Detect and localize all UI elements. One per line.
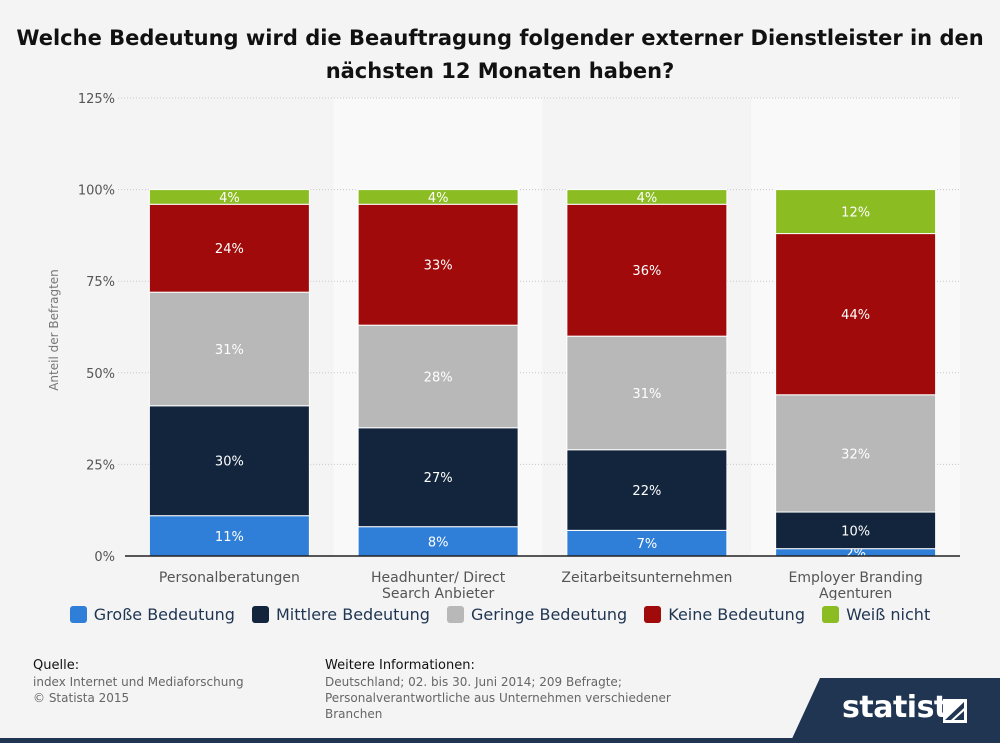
legend-item-weiss-nicht[interactable]: Weiß nicht (822, 605, 930, 624)
y-tick-label: 50% (86, 367, 115, 382)
data-label: 12% (841, 206, 870, 221)
info-heading: Weitere Informationen: (325, 658, 475, 673)
legend-swatch (822, 606, 840, 623)
bar-segment (775, 189, 937, 235)
legend-swatch (644, 606, 662, 623)
bar-segment (357, 189, 519, 205)
statista-logo-icon (943, 699, 967, 723)
data-label: 31% (215, 343, 244, 358)
data-label: 27% (424, 471, 453, 486)
bar-segment (357, 324, 519, 429)
legend-swatch (251, 606, 269, 623)
footer-source: Quelle: index Internet und Mediaforschun… (33, 658, 244, 706)
bottom-accent-line (0, 738, 1000, 743)
y-tick-label: 0% (94, 550, 115, 565)
legend-label: Weiß nicht (846, 605, 931, 624)
bar-segment (148, 189, 310, 205)
data-label: 28% (424, 370, 453, 385)
x-tick-label: Search Anbieter (382, 586, 494, 600)
data-label: 7% (637, 537, 658, 552)
legend-label: Große Bedeutung (93, 605, 235, 624)
bar-segment (566, 449, 728, 531)
data-label: 4% (637, 191, 658, 206)
bar-segment (148, 405, 310, 517)
bar-segment (566, 189, 728, 205)
footer-info: Weitere Informationen: Deutschland; 02. … (325, 658, 725, 722)
data-label: 11% (215, 530, 244, 545)
source-line: index Internet und Mediaforschung (33, 675, 244, 689)
data-label: 31% (632, 387, 661, 402)
source-heading: Quelle: (33, 658, 80, 673)
bar-segment (775, 511, 937, 550)
legend-item-geringe-bedeutung[interactable]: Geringe Bedeutung (446, 605, 628, 624)
bar-segment (566, 203, 728, 337)
stacked-bar-chart: 0% 25% 50% 75% 100% 125% Anteil der Befragten 1… (47, 92, 960, 600)
y-axis-label: Anteil der Befragten (47, 269, 61, 391)
bar-segment (357, 526, 519, 557)
info-line: Branchen (325, 707, 383, 721)
x-tick-label: Personalberatungen (159, 570, 300, 586)
bar-segment (148, 515, 310, 557)
legend-swatch (446, 606, 464, 623)
legend-swatch (69, 606, 87, 623)
data-label: 10% (841, 524, 870, 539)
data-label: 4% (428, 191, 449, 206)
data-label: 32% (841, 447, 870, 462)
data-label: 36% (632, 264, 661, 279)
data-label: 24% (215, 242, 244, 257)
x-tick-label: Zeitarbeitsunternehmen (561, 570, 732, 586)
x-tick-label: Employer Branding (788, 570, 922, 586)
data-label: 2% (845, 546, 866, 561)
data-label: 22% (632, 484, 661, 499)
bar-segment (357, 203, 519, 326)
bar-segment (148, 291, 310, 407)
bar-segment (775, 394, 937, 513)
legend-label: Geringe Bedeutung (470, 605, 628, 624)
data-label: 33% (424, 259, 453, 274)
copyright-line: © Statista 2015 (33, 691, 130, 705)
info-line: Deutschland; 02. bis 30. Juni 2014; 209 … (325, 675, 622, 689)
legend-label: Keine Bedeutung (668, 605, 805, 624)
y-tick-label: 100% (78, 184, 115, 199)
data-label: 8% (428, 535, 449, 550)
legend: Große Bedeutung Mittlere Bedeutung Gerin… (0, 604, 1000, 624)
legend-item-grosse-bedeutung[interactable]: Große Bedeutung (69, 605, 235, 624)
x-tick-label: Agenturen (819, 586, 892, 600)
legend-label: Mittlere Bedeutung (275, 605, 430, 624)
bar-segment (566, 335, 728, 451)
y-tick-label: 125% (78, 92, 115, 107)
data-label: 30% (215, 455, 244, 470)
data-label: 44% (841, 308, 870, 323)
y-tick-label: 75% (86, 275, 115, 290)
bar-segment (148, 203, 310, 293)
bar-segment (775, 233, 937, 396)
data-label: 4% (219, 191, 240, 206)
info-line: Personalverantwortliche aus Unternehmen … (325, 691, 671, 705)
bar-segment (357, 427, 519, 528)
legend-item-keine-bedeutung[interactable]: Keine Bedeutung (644, 605, 805, 624)
y-tick-label: 25% (86, 458, 115, 473)
chart-title: Welche Bedeutung wird die Beauftragung f… (16, 26, 984, 83)
x-tick-label: Headhunter/ Direct (371, 570, 506, 586)
legend-item-mittlere-bedeutung[interactable]: Mittlere Bedeutung (251, 605, 430, 624)
